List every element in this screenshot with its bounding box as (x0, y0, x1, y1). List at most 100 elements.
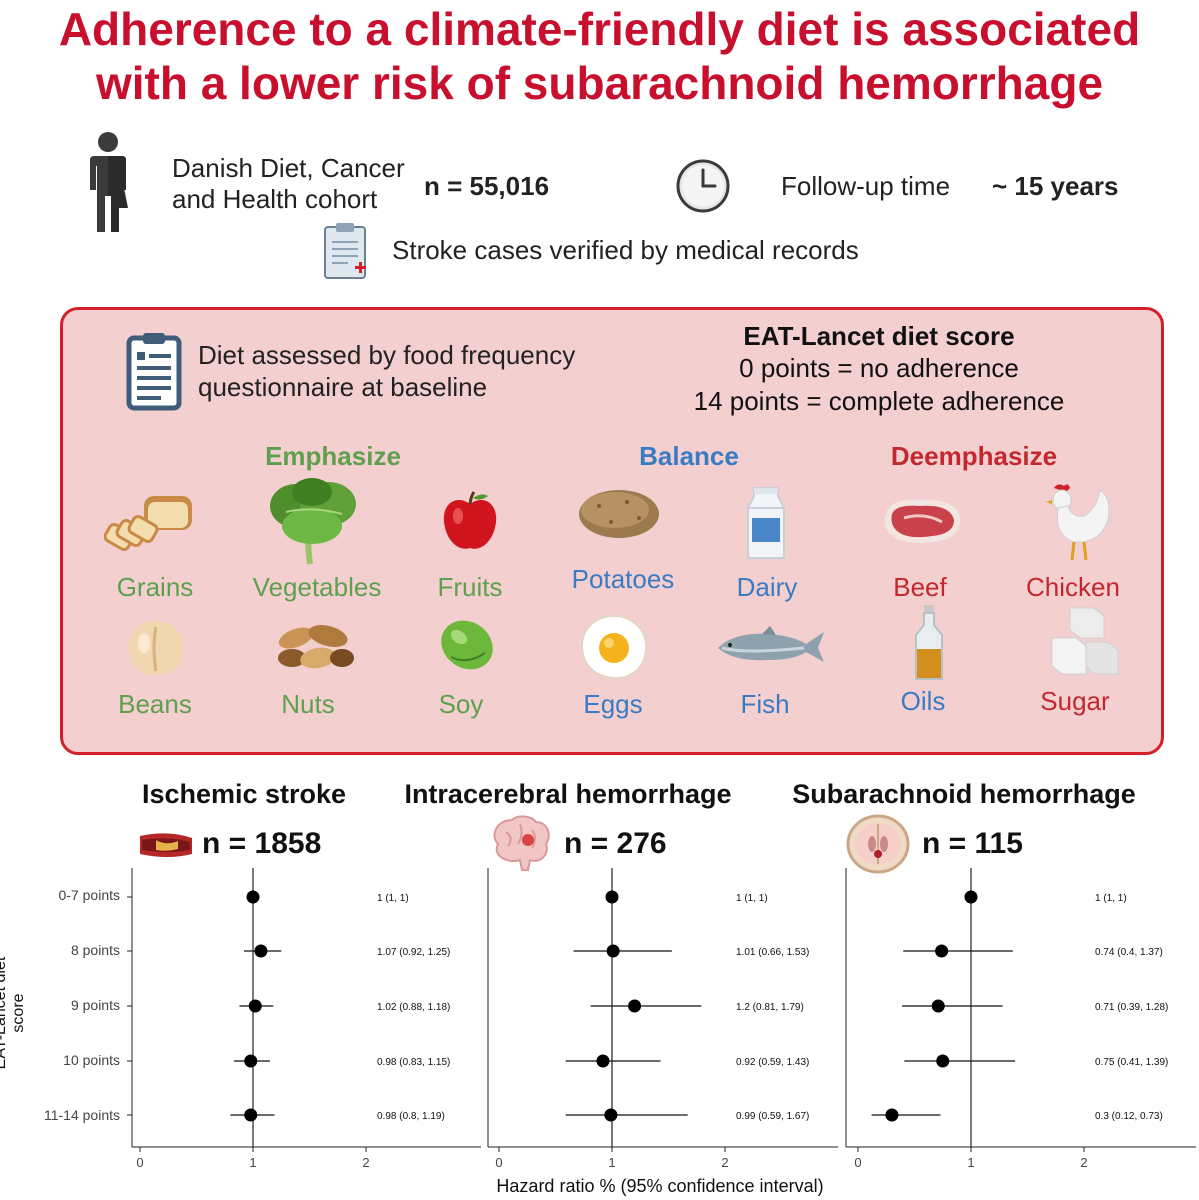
assessment-text: Diet assessed by food frequency question… (198, 339, 575, 403)
hr-label: 0.75 (0.41, 1.39) (1095, 1057, 1168, 1068)
y-tick-8: 8 points (70, 942, 120, 958)
assessment-line-1: Diet assessed by food frequency (198, 340, 576, 370)
outcome-n-subarachnoid: n = 115 (922, 827, 1023, 860)
followup-value: ~ 15 years (992, 171, 1119, 201)
hr-label: 1.07 (0.92, 1.25) (377, 947, 450, 958)
medical-record-icon (324, 223, 366, 279)
food-fruits: Fruits (437, 572, 503, 602)
cohort-line-2: and Health cohort (172, 184, 378, 214)
food-beans: Beans (118, 689, 192, 719)
cohort-name: Danish Diet, Cancer and Health cohort (172, 153, 405, 215)
apple-icon (443, 491, 497, 549)
score-legend: EAT-Lancet diet score 0 points = no adhe… (676, 320, 1082, 418)
y-tick-9: 9 points (70, 997, 120, 1013)
lettuce-icon (270, 478, 356, 565)
y-tick-0-7: 0-7 points (58, 887, 120, 903)
hr-label: 0.92 (0.59, 1.43) (736, 1057, 809, 1068)
questionnaire-icon (126, 333, 182, 411)
person-icon (90, 132, 128, 232)
hr-label: 1.2 (0.81, 1.79) (736, 1002, 804, 1013)
title-line-2: with a lower risk of subarachnoid hemorr… (95, 57, 1104, 109)
hr-label: 1 (1, 1) (1095, 893, 1127, 904)
food-vegetables: Vegetables (252, 572, 382, 602)
food-oils: Oils (900, 686, 946, 716)
cohort-line-1: Danish Diet, Cancer (172, 153, 405, 183)
hr-point (931, 999, 945, 1013)
food-fish: Fish (740, 689, 790, 719)
hr-point (248, 999, 262, 1013)
brain-icon (493, 815, 550, 871)
hr-label: 1 (1, 1) (377, 893, 409, 904)
food-potatoes: Potatoes (571, 564, 675, 594)
score-min: 0 points = no adherence (739, 353, 1019, 383)
x-tick-label: 1 (967, 1155, 974, 1170)
soybean-icon (441, 620, 493, 670)
x-tick-label: 1 (608, 1155, 615, 1170)
x-tick-label: 2 (1080, 1155, 1087, 1170)
x-tick-label: 2 (721, 1155, 728, 1170)
bean-icon (129, 621, 183, 675)
hr-point (244, 1054, 258, 1068)
hr-label: 1 (1, 1) (736, 893, 768, 904)
hr-point (605, 890, 619, 904)
sugar-cubes-icon (1051, 607, 1119, 675)
hr-label: 0.98 (0.8, 1.19) (377, 1111, 445, 1122)
x-tick-label: 2 (362, 1155, 369, 1170)
oil-bottle-icon (915, 605, 943, 680)
hr-label: 0.74 (0.4, 1.37) (1095, 947, 1163, 958)
outcome-title-intracerebral: Intracerebral hemorrhage (404, 779, 732, 809)
hr-point (244, 1108, 258, 1122)
x-tick-label: 0 (136, 1155, 143, 1170)
food-grains: Grains (116, 572, 194, 602)
group-balance: Balance (639, 441, 739, 471)
hr-point (596, 1054, 610, 1068)
nuts-icon (278, 625, 354, 669)
hr-label: 1.02 (0.88, 1.18) (377, 1002, 450, 1013)
hr-label: 0.99 (0.59, 1.67) (736, 1111, 809, 1122)
hr-label: 1.01 (0.66, 1.53) (736, 947, 809, 958)
y-tick-11-14: 11-14 points (43, 1107, 120, 1123)
outcome-title-ischemic: Ischemic stroke (141, 779, 347, 809)
x-axis-title: Hazard ratio % (95% confidence interval) (496, 1176, 824, 1196)
food-dairy: Dairy (736, 572, 798, 602)
hr-point (254, 944, 268, 958)
outcome-n-ischemic: n = 1858 (202, 827, 322, 860)
hr-point (604, 1108, 618, 1122)
food-soy: Soy (438, 689, 484, 719)
title-line-1: Adherence to a climate-friendly diet is … (58, 3, 1141, 55)
cohort-n: n = 55,016 (424, 171, 550, 201)
food-chicken: Chicken (1026, 572, 1120, 602)
steak-icon (884, 499, 961, 543)
fried-egg-icon (580, 614, 648, 680)
hr-point (964, 890, 978, 904)
milk-carton-icon (747, 487, 785, 559)
clock-icon (676, 159, 730, 213)
score-title: EAT-Lancet diet score (743, 321, 1015, 351)
score-max: 14 points = complete adherence (693, 386, 1065, 416)
artery-icon (140, 833, 192, 857)
hr-label: 0.98 (0.83, 1.15) (377, 1057, 450, 1068)
y-tick-10: 10 points (63, 1052, 120, 1068)
x-tick-label: 0 (854, 1155, 861, 1170)
food-eggs: Eggs (583, 689, 643, 719)
hr-label: 0.3 (0.12, 0.73) (1095, 1111, 1163, 1122)
food-sugar: Sugar (1040, 686, 1110, 716)
assessment-line-2: questionnaire at baseline (198, 372, 488, 402)
x-tick-label: 0 (495, 1155, 502, 1170)
outcome-title-subarachnoid: Subarachnoid hemorrhage (792, 779, 1136, 809)
hr-point (606, 944, 620, 958)
page-title: Adherence to a climate-friendly diet is … (0, 2, 1199, 110)
verification-text: Stroke cases verified by medical records (392, 235, 859, 265)
group-deemphasize: Deemphasize (890, 441, 1058, 471)
outcome-n-intracerebral: n = 276 (564, 827, 667, 860)
food-nuts: Nuts (281, 689, 335, 719)
hr-point (246, 890, 260, 904)
hr-point (628, 999, 642, 1013)
brain-section-icon (846, 814, 910, 874)
hr-point (936, 1054, 950, 1068)
group-emphasize: Emphasize (265, 441, 401, 471)
chicken-icon (1046, 484, 1110, 561)
x-tick-label: 1 (249, 1155, 256, 1170)
potato-icon (579, 490, 659, 538)
